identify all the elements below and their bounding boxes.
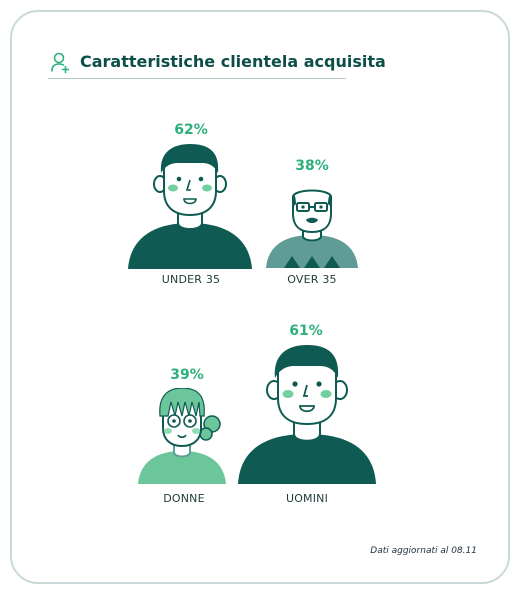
- under35-percent: 62%: [174, 122, 208, 138]
- card-header: Caratteristiche clientela acquisita: [48, 50, 386, 79]
- uomini-percent: 61%: [289, 323, 323, 339]
- under35-label: UNDER 35: [161, 273, 221, 286]
- uomini-label: UOMINI: [285, 492, 329, 505]
- footnote-update-date: Dati aggiornati al 08.11: [370, 546, 477, 556]
- uomini-figure: [238, 345, 376, 484]
- donne-figure: [138, 388, 226, 484]
- over35-figure: [266, 189, 358, 268]
- under35-figure: [128, 144, 252, 269]
- stats-card: [10, 10, 510, 584]
- over35-percent: 38%: [295, 158, 329, 174]
- card-title: Caratteristiche clientela acquisita: [80, 52, 386, 71]
- over35-label: OVER 35: [287, 273, 337, 286]
- donne-percent: 39%: [170, 367, 204, 383]
- donne-label: DONNE: [163, 492, 205, 505]
- user-add-icon: [51, 52, 70, 74]
